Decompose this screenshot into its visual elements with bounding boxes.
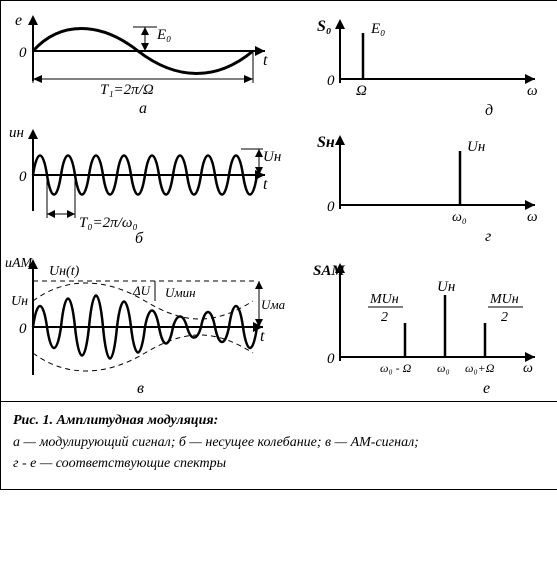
dU-label: ΔU — [132, 283, 152, 298]
panel-a-svg: E₀ T₁=2π/Ω e 0 t а — [5, 9, 285, 119]
T1-label: T₁=2π/Ω — [100, 82, 154, 98]
sub-a: а — [139, 100, 147, 117]
side-right-num: MUн — [489, 292, 519, 307]
Umax-label: Uмакс — [261, 297, 285, 312]
zero-e: 0 — [327, 351, 335, 367]
x-label-g: ω — [527, 209, 538, 225]
tick-mid: ω₀ — [437, 361, 450, 375]
y-label-g: Sн — [317, 134, 335, 151]
E0-d: E₀ — [370, 21, 385, 37]
side-left-den: 2 — [381, 310, 388, 325]
zero-b: 0 — [19, 169, 27, 185]
panel-a: E₀ T₁=2π/Ω e 0 t а — [5, 9, 285, 119]
Un-v: Uн — [11, 294, 28, 309]
y-label-e: SАМ — [313, 263, 345, 279]
panel-v: uАМ Uн(t) Uн ΔU Uмин Uмакс 0 t в — [5, 247, 285, 397]
x-label-b: t — [263, 176, 268, 193]
y-label-a: e — [15, 12, 22, 29]
E0-label: E₀ — [156, 27, 171, 43]
zero-d: 0 — [327, 73, 335, 89]
panel-g: Sн Uн 0 ω₀ ω г — [285, 119, 555, 247]
omega-tick: Ω — [356, 83, 367, 99]
x-label-e: ω — [523, 361, 533, 376]
Umin-label: Uмин — [165, 285, 196, 300]
y-label-d: S₀ — [317, 18, 331, 35]
Unt-label: Uн(t) — [49, 264, 80, 279]
sub-v: в — [137, 380, 144, 397]
Un-b: Uн — [263, 149, 281, 165]
zero-g: 0 — [327, 199, 335, 215]
w0-tick: ω₀ — [452, 210, 467, 225]
caption-line2: г - е — соответствующие спектры — [13, 456, 226, 471]
panel-d-svg: S₀ E₀ 0 Ω ω д — [285, 9, 555, 119]
caption-line1: а — модулирующий сигнал; б — несущее кол… — [13, 435, 419, 450]
panel-b: Uн T₀=2π/ω₀ uн 0 t б — [5, 119, 285, 247]
panel-g-svg: Sн Uн 0 ω₀ ω г — [285, 119, 555, 247]
figure-container: E₀ T₁=2π/Ω e 0 t а — [0, 0, 557, 490]
side-left-num: MUн — [369, 292, 399, 307]
panel-d: S₀ E₀ 0 Ω ω д — [285, 9, 555, 119]
zero-v: 0 — [19, 321, 27, 337]
caption-title: Рис. 1. Амплитудная модуляция: — [13, 413, 218, 428]
panel-v-svg: uАМ Uн(t) Uн ΔU Uмин Uмакс 0 t в — [5, 247, 285, 397]
x-label-v: t — [260, 328, 265, 345]
sub-b: б — [135, 230, 144, 247]
y-label-v: uАМ — [5, 256, 34, 271]
sub-g: г — [485, 228, 491, 245]
panels-grid: E₀ T₁=2π/Ω e 0 t а — [1, 1, 557, 401]
T0-label: T₀=2π/ω₀ — [79, 215, 138, 231]
panel-b-svg: Uн T₀=2π/ω₀ uн 0 t б — [5, 119, 285, 247]
Un-g: Uн — [467, 139, 485, 155]
y-label-b: uн — [9, 125, 24, 141]
tick-right: ω₀+Ω — [465, 361, 495, 375]
sub-d: д — [485, 102, 493, 119]
x-label-d: ω — [527, 83, 538, 99]
panel-e-svg: MUн 2 MUн 2 Uн SАМ 0 ω₀ - Ω ω₀ ω₀+Ω ω е — [285, 247, 555, 397]
Un-e: Uн — [437, 279, 455, 295]
panel-e: MUн 2 MUн 2 Uн SАМ 0 ω₀ - Ω ω₀ ω₀+Ω ω е — [285, 247, 555, 397]
caption: Рис. 1. Амплитудная модуляция: а — модул… — [1, 401, 557, 489]
x-label-a: t — [263, 52, 268, 69]
tick-left: ω₀ - Ω — [380, 361, 412, 375]
sub-e: е — [483, 380, 490, 397]
zero-a: 0 — [19, 45, 27, 61]
side-right-den: 2 — [501, 310, 508, 325]
